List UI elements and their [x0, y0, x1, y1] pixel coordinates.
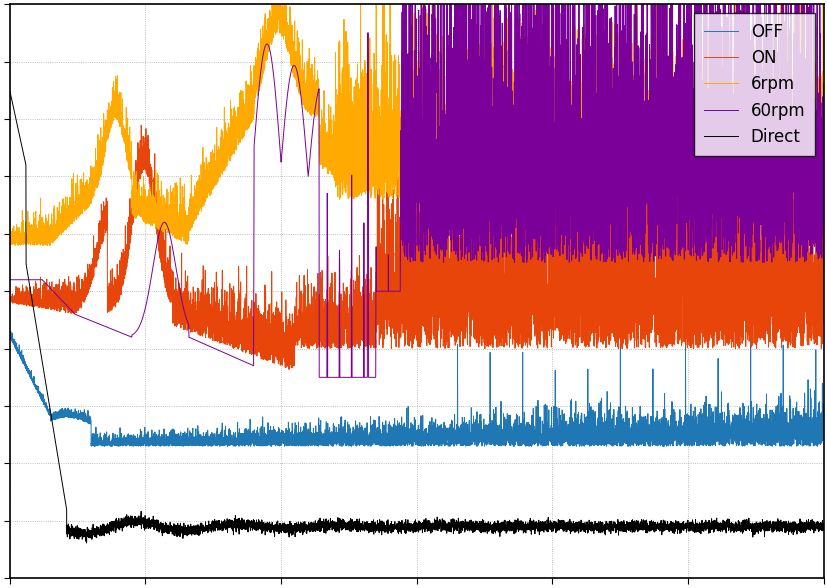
- ON: [486, 340, 496, 347]
- OFF: [644, 443, 654, 450]
- ON: [651, 229, 661, 236]
- ON: [284, 366, 294, 373]
- Direct: [522, 522, 532, 529]
- ON: [522, 277, 532, 284]
- 60rpm: [397, 1, 407, 8]
- 6rpm: [268, 1, 278, 8]
- Direct: [818, 525, 827, 532]
- OFF: [818, 432, 827, 439]
- Line: 6rpm: 6rpm: [10, 4, 823, 245]
- OFF: [522, 421, 532, 428]
- Line: Direct: Direct: [10, 91, 823, 543]
- ON: [818, 322, 827, 329]
- Direct: [651, 522, 661, 529]
- OFF: [5, 328, 15, 335]
- OFF: [5, 332, 15, 339]
- Direct: [608, 522, 618, 529]
- ON: [299, 298, 309, 305]
- Direct: [82, 540, 92, 547]
- Line: 60rpm: 60rpm: [10, 4, 823, 377]
- OFF: [299, 442, 309, 449]
- ON: [136, 122, 146, 129]
- 60rpm: [313, 374, 323, 381]
- 60rpm: [45, 285, 55, 292]
- 6rpm: [5, 240, 15, 248]
- OFF: [651, 424, 661, 431]
- 6rpm: [651, 169, 661, 176]
- 6rpm: [486, 149, 496, 156]
- 6rpm: [299, 74, 309, 81]
- Legend: OFF, ON, 6rpm, 60rpm, Direct: OFF, ON, 6rpm, 60rpm, Direct: [693, 12, 815, 156]
- ON: [5, 298, 15, 305]
- 6rpm: [13, 242, 23, 249]
- Direct: [45, 409, 55, 416]
- Line: OFF: OFF: [10, 331, 823, 446]
- 6rpm: [522, 115, 532, 122]
- 60rpm: [299, 128, 309, 135]
- 60rpm: [522, 41, 532, 48]
- Direct: [5, 87, 15, 94]
- ON: [608, 266, 618, 273]
- Direct: [486, 526, 496, 533]
- 60rpm: [608, 249, 618, 256]
- ON: [45, 296, 55, 303]
- OFF: [486, 439, 496, 446]
- 60rpm: [651, 103, 661, 111]
- OFF: [608, 436, 618, 443]
- 60rpm: [5, 276, 15, 283]
- 6rpm: [818, 92, 827, 99]
- 6rpm: [45, 238, 55, 245]
- Direct: [299, 526, 309, 533]
- OFF: [45, 416, 55, 423]
- Line: ON: ON: [10, 125, 823, 369]
- 60rpm: [486, 162, 496, 169]
- 60rpm: [818, 106, 827, 113]
- 6rpm: [608, 110, 618, 117]
